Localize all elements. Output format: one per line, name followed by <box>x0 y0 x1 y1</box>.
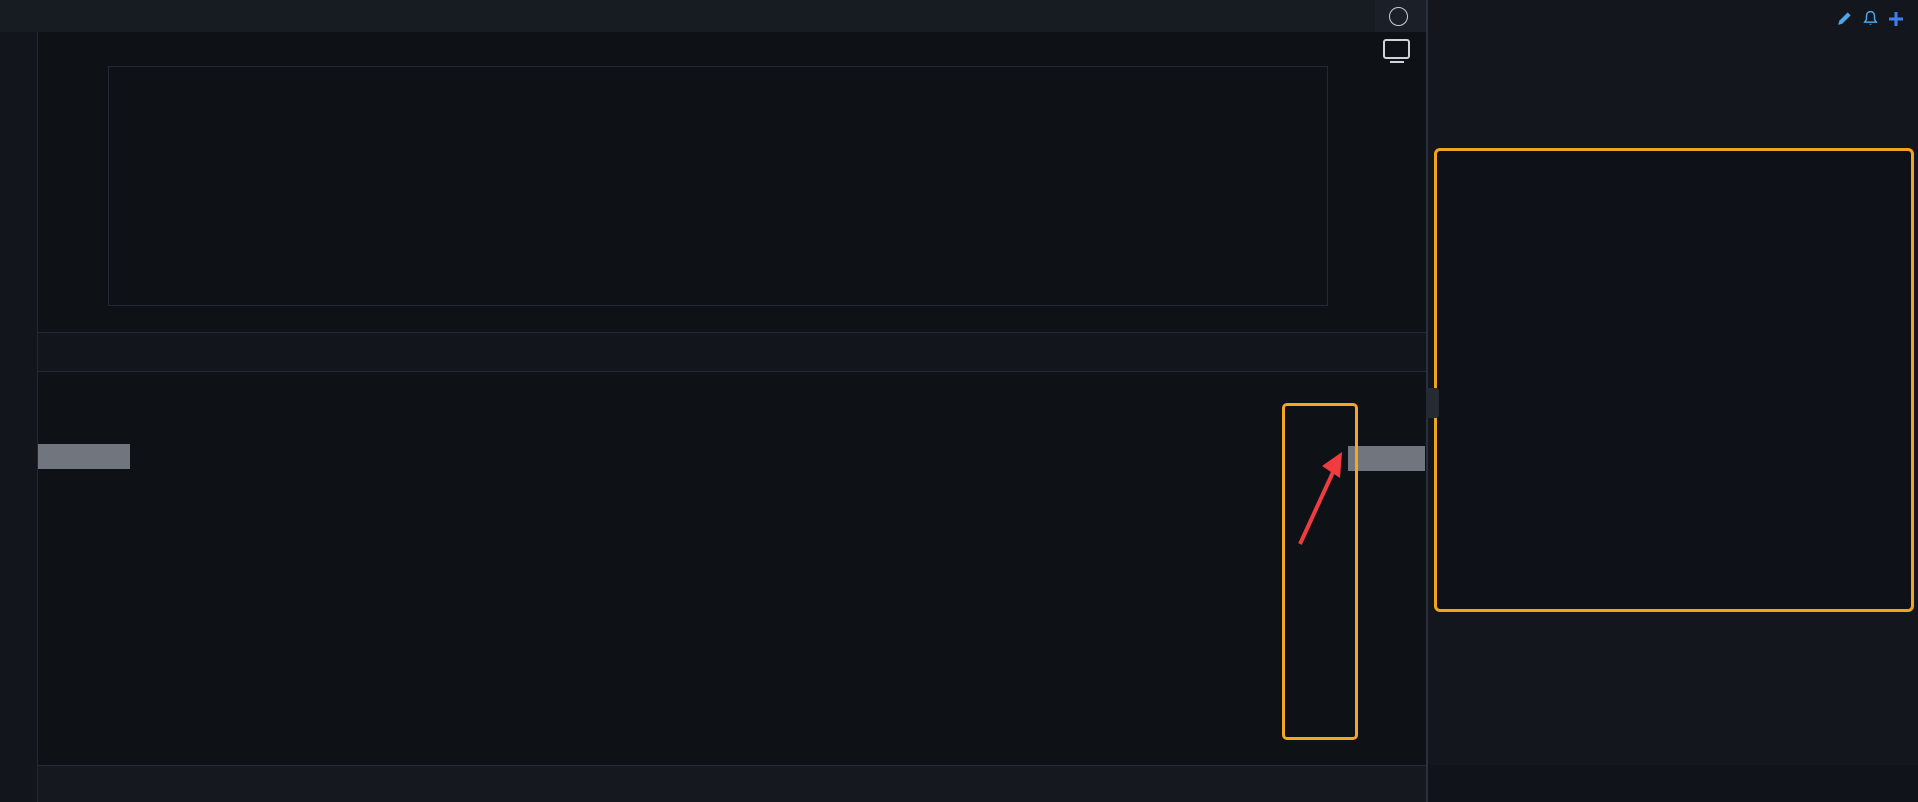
security-header <box>1428 0 1918 8</box>
intraday-chart[interactable] <box>38 66 1426 306</box>
margin-plot-area[interactable] <box>115 425 1340 737</box>
margin-svg <box>115 425 1340 737</box>
quick-icons <box>1827 10 1904 27</box>
intraday-right-axis <box>1330 66 1426 306</box>
alert-bell-icon[interactable] <box>1862 10 1879 27</box>
basic-info-section <box>1428 618 1918 648</box>
nav-bar-dates <box>1437 376 1911 408</box>
help-icon[interactable] <box>1389 6 1408 26</box>
exchange-row <box>1428 8 1918 29</box>
edit-pencil-icon[interactable] <box>1836 10 1853 27</box>
nav-bar-chart <box>1437 151 1911 376</box>
margin-x-axis <box>38 738 1426 765</box>
add-plus-icon[interactable] <box>1888 11 1904 27</box>
quote-info-bar <box>38 32 1426 66</box>
trend-arrow <box>1298 452 1342 545</box>
period-toolbar <box>0 0 1426 32</box>
view-sidebar <box>0 32 38 802</box>
content-row <box>0 32 1426 802</box>
right-axis-current-badge <box>1348 446 1425 471</box>
period-tabs <box>0 0 26 32</box>
nav-chart-header <box>1428 29 1918 37</box>
wp-monitor-icon[interactable] <box>1383 39 1410 59</box>
panel-tabs <box>1428 765 1918 802</box>
toolbar-icons <box>1375 0 1426 32</box>
charts-column <box>38 32 1426 802</box>
panel-expand-chevron-icon[interactable] <box>1426 388 1439 418</box>
left-axis-current-badge <box>38 444 130 469</box>
highlight-annotation-box <box>1282 403 1358 740</box>
time-axis <box>38 306 1426 332</box>
main-column <box>0 0 1426 802</box>
intraday-svg <box>109 67 1327 305</box>
basic-info-title-row <box>1442 618 1904 648</box>
intraday-plot-area[interactable] <box>108 66 1328 306</box>
indicator-tabs <box>38 332 1426 372</box>
detail-tabs <box>38 765 1426 802</box>
nav-flow-highlight-box <box>1434 148 1914 612</box>
margin-balance-panel <box>38 372 1426 765</box>
quote-side-panel <box>1426 0 1918 802</box>
